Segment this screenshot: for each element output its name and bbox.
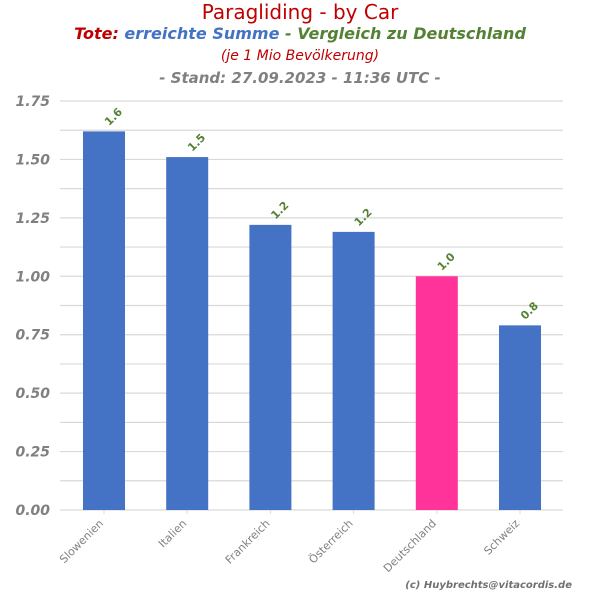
x-tick-label: Schweiz [481, 517, 522, 558]
copyright-credit: (c) Huybrechts@vitacordis.de [405, 580, 572, 591]
y-tick-label: 1.50 [15, 152, 50, 168]
y-tick-label: 0.50 [15, 386, 50, 402]
bar-value-label: 0.8 [518, 299, 541, 322]
x-tick-label: Deutschland [381, 517, 439, 575]
x-tick-label: Slowenien [57, 517, 106, 566]
y-tick-label: 0.25 [15, 445, 50, 461]
subtitle-timestamp: - Stand: 27.09.2023 - 11:36 UTC - [159, 69, 441, 87]
bar-value-label: 1.6 [102, 105, 125, 128]
chart-title: Paragliding - by Car [201, 0, 399, 24]
subtitle-sum: erreichte Summe [124, 24, 280, 43]
bar-value-label: 1.5 [185, 131, 208, 154]
subtitle-deaths: Tote: [74, 24, 119, 43]
bar-value-label: 1.2 [352, 206, 375, 229]
subtitle-per-million: (je 1 Mio Bevölkerung) [220, 48, 380, 64]
chart-subtitle: Tote: erreichte Summe - Vergleich zu Deu… [0, 24, 600, 44]
bar-frankreich [249, 224, 292, 510]
y-tick-label: 0.75 [15, 328, 50, 344]
bar-deutschland [415, 276, 458, 510]
y-tick-label: 1.25 [15, 211, 50, 227]
bar-slowenien [83, 131, 125, 510]
y-tick-label: 1.75 [15, 94, 50, 110]
subtitle-comparison: - Vergleich zu Deutschland [285, 24, 526, 43]
bar-value-label: 1.0 [435, 250, 458, 273]
bar-italien [166, 157, 209, 510]
y-tick-label: 1.00 [15, 269, 50, 285]
x-tick-label: Frankreich [223, 517, 273, 567]
x-tick-label: Österreich [306, 517, 355, 566]
x-tick-label: Italien [156, 517, 189, 550]
bar-schweiz [499, 325, 541, 510]
bar-österreich [332, 231, 375, 510]
y-tick-label: 0.00 [15, 503, 50, 519]
